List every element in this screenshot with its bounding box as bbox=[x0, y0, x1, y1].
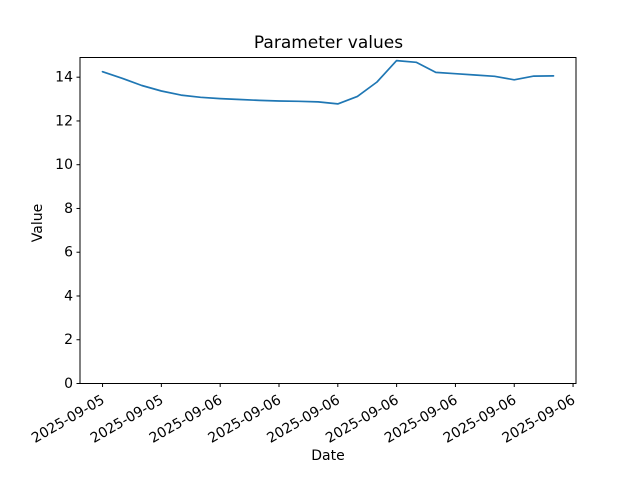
y-axis-label: Value bbox=[30, 203, 46, 243]
axes-frame bbox=[79, 57, 577, 384]
data-line bbox=[101, 59, 555, 105]
y-tick-label: 14 bbox=[55, 70, 73, 86]
chart-title: Parameter values bbox=[253, 33, 404, 53]
y-tick-label: 12 bbox=[55, 113, 73, 129]
y-tick-label: 8 bbox=[64, 201, 73, 217]
y-tick-label: 6 bbox=[64, 245, 73, 261]
y-tick-label: 10 bbox=[55, 157, 73, 173]
y-tick-label: 0 bbox=[64, 376, 73, 392]
x-axis-label: Date bbox=[311, 448, 345, 464]
y-tick-label: 4 bbox=[64, 288, 73, 304]
y-tick-label: 2 bbox=[64, 332, 73, 348]
